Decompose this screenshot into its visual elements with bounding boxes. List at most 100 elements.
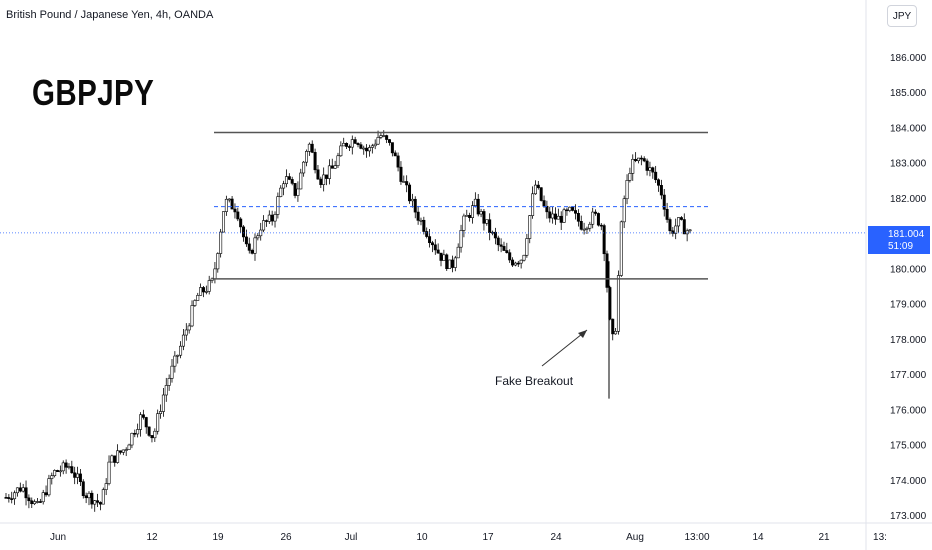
candle-body	[505, 250, 509, 253]
candle-body	[430, 242, 434, 246]
candle-body	[482, 211, 486, 224]
y-tick-label: 176.000	[890, 405, 927, 416]
chart-title: GBPJPY	[32, 72, 155, 113]
candle-body	[562, 209, 566, 223]
candle-body	[631, 158, 635, 174]
candle-body	[282, 183, 286, 189]
candle-body	[365, 147, 369, 152]
candle-body	[473, 198, 477, 206]
candle-body	[456, 246, 460, 259]
candle-body	[571, 206, 575, 211]
candle-body	[651, 167, 655, 173]
candle-body	[387, 139, 391, 143]
candle-body	[522, 254, 526, 261]
candle-body	[181, 334, 185, 347]
candle-body	[659, 185, 663, 196]
candle-body	[393, 152, 397, 157]
candle-body	[247, 243, 251, 251]
candlestick-series	[4, 130, 692, 512]
candle-body	[356, 143, 360, 145]
candle-body	[591, 211, 595, 225]
candle-body	[33, 501, 37, 505]
candle-body	[313, 152, 317, 171]
candle-body	[230, 198, 234, 210]
candle-body	[396, 155, 400, 168]
candle-body	[262, 220, 266, 231]
candle-body	[548, 211, 552, 219]
candle-body	[596, 213, 600, 226]
y-tick-label: 186.000	[890, 53, 927, 64]
candle-body	[359, 144, 363, 149]
candle-body	[556, 215, 560, 220]
candle-body	[144, 417, 148, 428]
candle-body	[399, 166, 403, 182]
candle-body	[139, 414, 143, 430]
candle-body	[96, 500, 100, 503]
candle-body	[67, 466, 71, 468]
candle-body	[156, 413, 160, 432]
candle-body	[290, 179, 294, 184]
candle-body	[84, 495, 88, 499]
candle-body	[44, 492, 48, 496]
candle-body	[508, 252, 512, 261]
y-tick-label: 183.000	[890, 159, 927, 170]
candle-body	[93, 500, 97, 505]
candle-body	[367, 147, 371, 152]
candle-body	[611, 318, 615, 335]
candle-body	[310, 143, 314, 153]
candle-body	[270, 214, 274, 222]
currency-button[interactable]: JPY	[887, 5, 917, 27]
candle-body	[293, 183, 297, 196]
candle-body	[339, 145, 343, 157]
candle-body	[176, 354, 180, 357]
candle-body	[405, 181, 409, 186]
candle-body	[619, 221, 623, 276]
chart-header-title: British Pound / Japanese Yen, 4h, OANDA	[6, 9, 214, 21]
candle-body	[516, 262, 520, 265]
candle-body	[625, 180, 629, 200]
candle-body	[250, 250, 254, 254]
candle-body	[616, 275, 620, 332]
candle-body	[545, 205, 549, 213]
candle-body	[542, 200, 546, 207]
candle-body	[35, 501, 39, 503]
candle-body	[118, 450, 122, 453]
candle-body	[636, 157, 640, 162]
candle-body	[276, 196, 280, 215]
candle-body	[422, 219, 426, 232]
candle-body	[56, 470, 60, 472]
candle-body	[628, 173, 632, 181]
candle-body	[196, 295, 200, 301]
candle-body	[385, 135, 389, 140]
candle-body	[677, 217, 681, 227]
candle-body	[76, 473, 80, 478]
candle-body	[539, 187, 543, 201]
candle-body	[110, 455, 114, 463]
candle-body	[101, 489, 105, 505]
y-tick-label: 173.000	[890, 511, 927, 522]
x-tick-label: Aug	[626, 532, 644, 543]
candle-body	[373, 143, 377, 147]
candle-body	[299, 172, 303, 190]
candle-body	[78, 473, 82, 483]
candle-body	[18, 487, 22, 492]
candle-body	[296, 188, 300, 196]
candle-body	[574, 210, 578, 214]
x-axis-ticks: Jun 12 19 26 Jul 10 17 24 Aug 13:00 14 21 13:	[50, 532, 887, 543]
candle-body	[253, 237, 257, 254]
candle-body	[470, 205, 474, 218]
candle-body	[173, 355, 177, 367]
fake-breakout-label: Fake Breakout	[495, 374, 574, 388]
y-tick-label: 175.000	[890, 441, 927, 452]
candle-body	[605, 253, 609, 288]
candle-body	[671, 230, 675, 234]
candle-body	[330, 165, 334, 169]
candle-body	[170, 365, 174, 379]
candle-body	[187, 325, 191, 331]
candle-body	[133, 432, 137, 435]
candle-body	[445, 254, 449, 269]
current-price-value: 181.004	[888, 229, 925, 240]
x-tick-label: 14	[752, 532, 764, 543]
candle-body	[648, 167, 652, 171]
